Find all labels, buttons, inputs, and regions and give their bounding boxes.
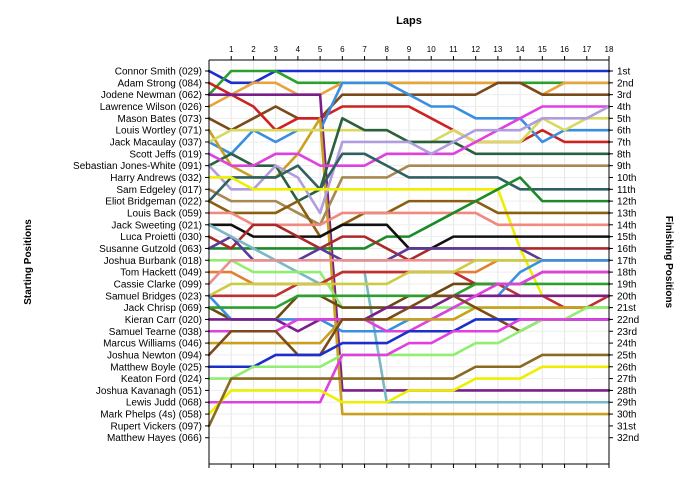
finishing-label: 26th xyxy=(617,362,636,373)
starting-label: Kieran Carr (020) xyxy=(125,315,202,326)
finishing-label: 29th xyxy=(617,398,636,409)
finishing-label: 17th xyxy=(617,256,636,267)
finishing-label: 24th xyxy=(617,339,636,350)
x-tick-label: 14 xyxy=(516,45,525,54)
x-tick-label: 7 xyxy=(362,45,367,54)
finishing-label: 31st xyxy=(617,421,636,432)
starting-label: Louis Wortley (071) xyxy=(115,126,202,137)
starting-label: Lewis Judd (068) xyxy=(126,398,202,409)
series-line-38 xyxy=(207,365,611,416)
series-line-7 xyxy=(207,81,611,156)
starting-label: Louis Back (059) xyxy=(127,208,202,219)
starting-label: Adam Strong (084) xyxy=(118,78,203,89)
series-line-12 xyxy=(207,105,611,215)
starting-label: Mark Phelps (4s) (058) xyxy=(100,410,202,421)
series-line-33 xyxy=(207,306,611,345)
x-tick-label: 10 xyxy=(427,45,436,54)
x-tick-label: 18 xyxy=(605,45,614,54)
starting-label: Rupert Vickers (097) xyxy=(110,421,202,432)
chart-title: Laps xyxy=(396,15,422,27)
finishing-label: 2nd xyxy=(617,78,634,89)
x-tick-label: 8 xyxy=(385,45,390,54)
finishing-label: 9th xyxy=(617,161,631,172)
series-line-39 xyxy=(207,353,611,428)
finishing-label: 30th xyxy=(617,410,636,421)
series-line-11 xyxy=(207,105,611,167)
starting-label: Mason Bates (073) xyxy=(118,114,203,125)
series-line-13 xyxy=(207,164,611,227)
x-tick-label: 16 xyxy=(560,45,569,54)
x-tick-label: 2 xyxy=(251,45,256,54)
finishing-label: 18th xyxy=(617,268,636,279)
finishing-label: 12th xyxy=(617,197,636,208)
starting-label: Connor Smith (029) xyxy=(115,67,202,78)
starting-label: Susanne Gutzold (063) xyxy=(99,244,202,255)
x-tick-label: 4 xyxy=(296,45,301,54)
starting-label: Jack Sweeting (021) xyxy=(111,220,202,231)
finishing-label: 15th xyxy=(617,232,636,243)
starting-label: Joshua Burbank (018) xyxy=(104,256,202,267)
finishing-label: 16th xyxy=(617,244,636,255)
series-line-30 xyxy=(207,282,611,309)
starting-label: Scott Jeffs (019) xyxy=(129,149,202,160)
finishing-label: 10th xyxy=(617,173,636,184)
y-axis-title-right: Finishing Positions xyxy=(663,216,674,309)
starting-label: Jack Chrisp (069) xyxy=(124,303,202,314)
finishing-label: 14th xyxy=(617,220,636,231)
finishing-label: 11th xyxy=(617,185,636,196)
starting-label: Joshua Newton (094) xyxy=(107,350,202,361)
finishing-label: 25th xyxy=(617,350,636,361)
x-tick-label: 6 xyxy=(340,45,345,54)
finishing-label: 19th xyxy=(617,279,636,290)
starting-label: Tom Hackett (049) xyxy=(120,268,202,279)
finishing-label: 21st xyxy=(617,303,636,314)
y-axis-title-left: Starting Positions xyxy=(23,219,34,305)
finishing-label: 4th xyxy=(617,102,631,113)
finishing-label: 22nd xyxy=(617,315,639,326)
starting-label: Harry Andrews (032) xyxy=(110,173,202,184)
starting-label: Jodene Newman (062) xyxy=(101,90,202,101)
finishing-label: 23rd xyxy=(617,327,637,338)
finishing-label: 5th xyxy=(617,114,631,125)
x-tick-label: 11 xyxy=(449,45,458,54)
starting-label: Sebastian Jones-White (091) xyxy=(73,161,202,172)
starting-label: Marcus Williams (046) xyxy=(103,339,202,350)
x-tick-label: 12 xyxy=(471,45,480,54)
finishing-label: 32nd xyxy=(617,433,639,444)
finishing-label: 7th xyxy=(617,137,631,148)
series-line-37 xyxy=(207,318,611,404)
x-tick-label: 17 xyxy=(582,45,591,54)
starting-label: Matthew Hayes (066) xyxy=(107,433,202,444)
x-tick-label: 13 xyxy=(493,45,502,54)
starting-label: Jack Macaulay (037) xyxy=(110,137,202,148)
series-line-18 xyxy=(207,176,611,250)
finishing-label: 28th xyxy=(617,386,636,397)
starting-label: Eliot Bridgeman (022) xyxy=(105,197,202,208)
x-tick-label: 9 xyxy=(407,45,412,54)
starting-label: Samuel Tearne (038) xyxy=(109,327,202,338)
starting-label: Matthew Boyle (025) xyxy=(110,362,202,373)
x-tick-label: 3 xyxy=(273,45,278,54)
series-line-16 xyxy=(207,199,611,238)
starting-label: Luca Proietti (030) xyxy=(120,232,202,243)
finishing-label: 20th xyxy=(617,291,636,302)
starting-label: Samuel Bridges (023) xyxy=(105,291,202,302)
starting-label: Keaton Ford (024) xyxy=(121,374,202,385)
finishing-label: 8th xyxy=(617,149,631,160)
finishing-label: 13th xyxy=(617,208,636,219)
finishing-label: 27th xyxy=(617,374,636,385)
starting-label: Sam Edgeley (017) xyxy=(116,185,202,196)
finishing-label: 3rd xyxy=(617,90,631,101)
series-line-14 xyxy=(207,152,611,203)
x-tick-label: 15 xyxy=(538,45,547,54)
starting-label: Cassie Clarke (099) xyxy=(114,279,202,290)
finishing-label: 6th xyxy=(617,126,631,137)
x-tick-label: 1 xyxy=(229,45,234,54)
starting-label: Lawrence Wilson (026) xyxy=(100,102,202,113)
x-tick-label: 5 xyxy=(318,45,323,54)
starting-label: Joshua Kavanagh (051) xyxy=(96,386,202,397)
finishing-label: 1st xyxy=(617,67,631,78)
